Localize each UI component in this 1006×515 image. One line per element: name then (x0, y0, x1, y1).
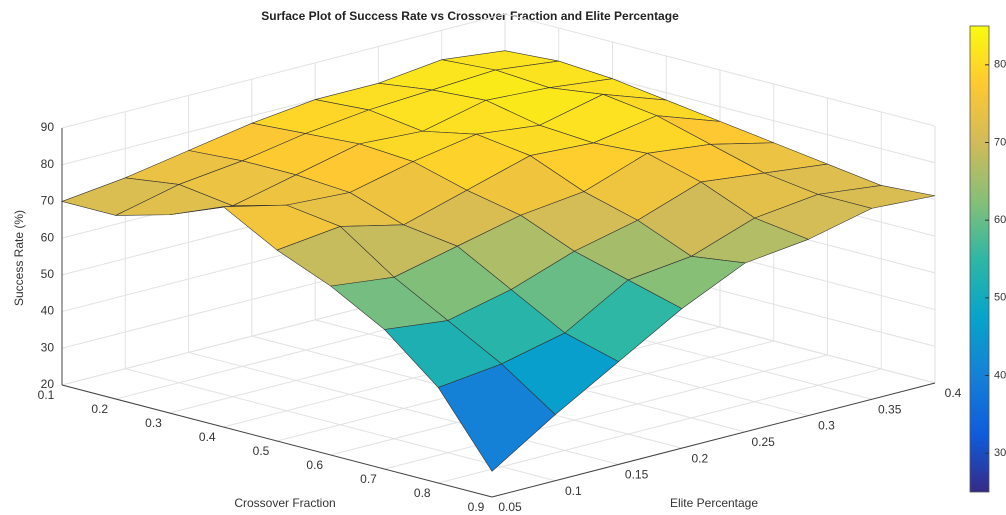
z-tick-label: 20 (41, 377, 55, 391)
z-tick-label: 60 (41, 230, 55, 244)
z-tick-label: 90 (41, 120, 55, 134)
y-tick-label: 0.3 (818, 419, 835, 433)
floor-grid-line (188, 351, 619, 465)
y-tick-label: 0.35 (878, 402, 902, 416)
chart-title: Surface Plot of Success Rate vs Crossove… (261, 9, 679, 23)
x-tick-label: 0.7 (360, 472, 377, 486)
colorbar (969, 25, 990, 493)
x-tick-label: 0.1 (38, 388, 55, 402)
y-tick-label: 0.1 (565, 484, 582, 498)
floor-grid-line (384, 354, 828, 470)
x-tick-label: 0.3 (145, 416, 162, 430)
z-axis-label: Success Rate (%) (12, 210, 26, 306)
y-axis-label: Elite Percentage (670, 496, 758, 510)
y-axis-line (491, 382, 936, 498)
floor-grid-line (438, 368, 882, 484)
y-tick-label: 0.15 (625, 468, 649, 482)
y-tick-label: 0.2 (692, 451, 709, 465)
x-tick-label: 0.4 (199, 430, 216, 444)
z-tick-label: 50 (41, 267, 55, 281)
z-tick-label: 70 (41, 194, 55, 208)
surface-face (437, 363, 556, 472)
x-tick-label: 0.5 (253, 444, 270, 458)
colorbar-tick-label: 40 (994, 369, 1006, 381)
colorbar-tick-label: 70 (994, 136, 1006, 148)
colorbar-tick-label: 30 (994, 447, 1006, 459)
y-tick-label: 0.05 (498, 500, 522, 514)
x-axis-label: Crossover Fraction (234, 496, 335, 510)
x-tick-label: 0.8 (414, 486, 431, 500)
colorbar-tick-label: 80 (994, 59, 1006, 71)
wall-grid-line (504, 13, 936, 127)
x-tick-label: 0.2 (91, 402, 108, 416)
z-tick-label: 80 (41, 157, 55, 171)
colorbar-tick-label: 50 (994, 292, 1006, 304)
wall-grid-line (61, 13, 506, 129)
y-tick-label: 0.4 (945, 386, 962, 400)
y-tick-label: 0.25 (751, 435, 775, 449)
z-tick-label: 30 (41, 340, 55, 354)
colorbar-tick-label: 60 (994, 214, 1006, 226)
x-tick-label: 0.9 (468, 500, 485, 514)
x-axis-line (61, 384, 493, 498)
floor-grid-line (125, 368, 556, 482)
x-tick-label: 0.6 (306, 458, 323, 472)
z-tick-label: 40 (41, 304, 55, 318)
